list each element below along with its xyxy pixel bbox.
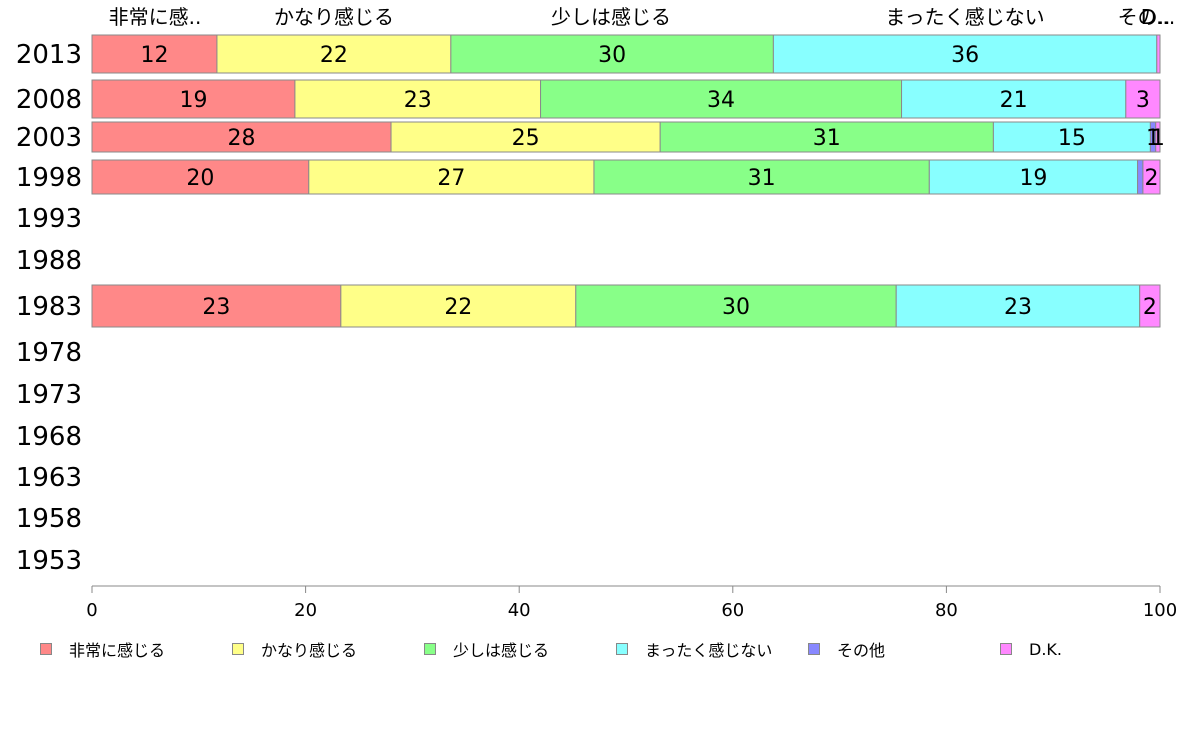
bar-segment [91, 121, 392, 153]
y-tick-label: 1963 [16, 463, 82, 493]
legend: 非常に感じる かなり感じる 少しは感じる まったく感じない その他 D.K. [0, 636, 1188, 666]
legend-label: その他 [837, 641, 886, 660]
legend-item: かなり感じる [232, 636, 357, 662]
bar-segment [1156, 34, 1161, 74]
bar-segment [895, 284, 1141, 328]
data-label: 28 [228, 126, 256, 151]
y-tick-label: 1983 [16, 292, 82, 322]
data-label: 3 [1136, 88, 1150, 113]
legend-label: 非常に感じる [69, 641, 166, 660]
legend-item: D.K. [1000, 636, 1062, 662]
x-tick-label: 80 [935, 600, 958, 621]
legend-label: まったく感じない [645, 641, 773, 660]
y-tick-label: 1988 [16, 246, 82, 276]
y-tick-label: 2003 [16, 123, 82, 153]
bar-segment [340, 284, 577, 328]
bar-segment [772, 34, 1158, 74]
bar-segment [91, 34, 218, 74]
data-label: 12 [140, 43, 168, 68]
legend-item: 少しは感じる [424, 636, 549, 662]
bar-segment [992, 121, 1151, 153]
y-tick-label: 1968 [16, 422, 82, 452]
data-label: 22 [444, 295, 472, 320]
data-label: 19 [1019, 166, 1047, 191]
y-tick-label: 1973 [16, 380, 82, 410]
x-tick-label: 20 [294, 600, 317, 621]
top-label: 非常に感.. [109, 5, 202, 29]
legend-item: まったく感じない [616, 636, 772, 662]
top-category-labels: 非常に感.. かなり感じる 少しは感じる まったく感じない その..D... [109, 5, 1176, 29]
data-label: 31 [748, 166, 776, 191]
bar-segment [216, 34, 452, 74]
bar-segment [1139, 284, 1161, 328]
data-label: 30 [598, 43, 626, 68]
legend-item: 非常に感じる [40, 636, 165, 662]
data-label: 2 [1144, 166, 1158, 191]
data-label: 30 [722, 295, 750, 320]
data-label: 19 [179, 88, 207, 113]
data-label: 25 [512, 126, 540, 151]
legend-swatch [232, 643, 244, 655]
legend-label: 少しは感じる [453, 641, 550, 660]
bar-segment [540, 79, 903, 119]
bar-segment [91, 284, 342, 328]
x-tick-label: 100 [1143, 600, 1177, 621]
bar-segment [575, 284, 897, 328]
y-tick-label: 2013 [16, 40, 82, 70]
data-label: 23 [1004, 295, 1032, 320]
legend-item: その他 [808, 636, 885, 662]
bar-segment [308, 159, 595, 195]
legend-swatch [1000, 643, 1012, 655]
x-tick-label: 60 [721, 600, 744, 621]
legend-swatch [424, 643, 436, 655]
legend-swatch [616, 643, 628, 655]
bar-segment [91, 159, 310, 195]
x-tick-label: 40 [508, 600, 531, 621]
y-axis-labels: 2013 2008 2003 1998 1993 1988 1983 1978 1973 1968… [16, 40, 82, 576]
data-label: 34 [707, 88, 735, 113]
bar-segment [593, 159, 930, 195]
top-label: かなり感じる [274, 5, 394, 29]
x-axis: 0 20 40 60 80 100 [86, 585, 1177, 621]
y-tick-label: 1978 [16, 338, 82, 368]
legend-label: かなり感じる [261, 641, 358, 660]
data-label: 2 [1143, 295, 1157, 320]
legend-swatch [40, 643, 52, 655]
x-tick-label: 0 [86, 600, 97, 621]
top-label: 少しは感じる [551, 5, 671, 29]
bar-segment [1155, 121, 1161, 153]
data-label: 31 [813, 126, 841, 151]
bar-segment [390, 121, 661, 153]
y-tick-label: 1993 [16, 204, 82, 234]
data-label: 21 [1000, 88, 1028, 113]
bar-segment [450, 34, 774, 74]
bar-segment [1137, 159, 1144, 195]
legend-label: D.K. [1029, 639, 1062, 659]
data-label: 23 [202, 295, 230, 320]
data-label: 36 [951, 43, 979, 68]
top-label: その.. [1118, 5, 1171, 29]
y-tick-label: 2008 [16, 85, 82, 115]
data-label: 23 [404, 88, 432, 113]
data-label: 27 [437, 166, 465, 191]
y-tick-label: 1958 [16, 504, 82, 534]
bar-segment [901, 79, 1127, 119]
data-label: 1 [1151, 126, 1165, 151]
data-label: 20 [186, 166, 214, 191]
y-tick-label: 1953 [16, 546, 82, 576]
top-label: D... [1141, 5, 1175, 29]
bar-segment [1142, 159, 1161, 195]
y-tick-label: 1998 [16, 163, 82, 193]
legend-swatch [808, 643, 820, 655]
bar-segment [91, 79, 296, 119]
bar-segment [928, 159, 1139, 195]
bar-segment [294, 79, 542, 119]
bar-segment [659, 121, 994, 153]
bar-segment [1125, 79, 1161, 119]
top-label: まったく感じない [885, 5, 1044, 29]
data-label: 15 [1058, 126, 1086, 151]
data-label: 22 [320, 43, 348, 68]
